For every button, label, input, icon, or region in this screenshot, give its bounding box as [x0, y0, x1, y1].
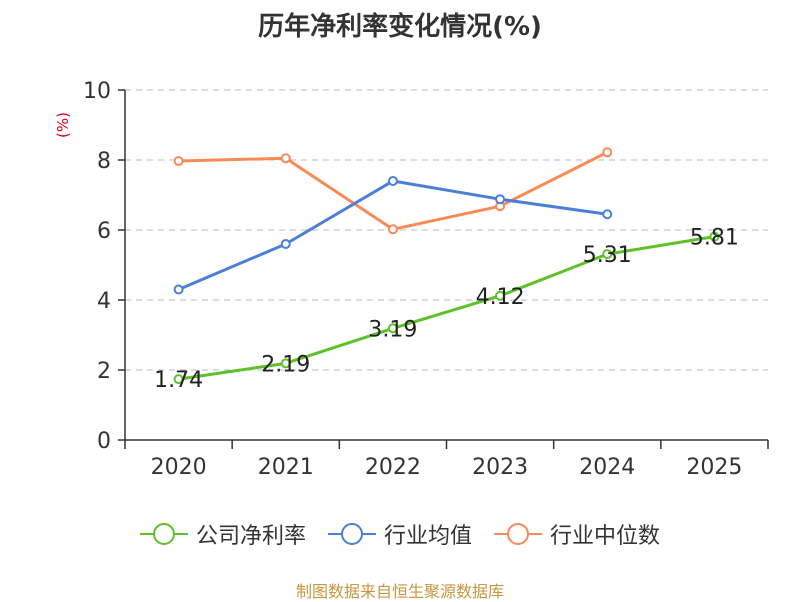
- data-point: [387, 323, 398, 334]
- source-note: 制图数据来自恒生聚源数据库: [295, 582, 504, 601]
- y-axis-label: (%): [54, 112, 72, 138]
- data-label: 2.19: [261, 352, 310, 377]
- x-tick-label: 2021: [258, 455, 314, 480]
- series-line-0: [178, 235, 715, 381]
- legend-item[interactable]: 公司净利率: [139, 518, 306, 550]
- data-label: 4.12: [476, 285, 525, 310]
- chart-title: 历年净利率变化情况(%): [258, 12, 542, 42]
- y-tick-label: 2: [97, 359, 111, 384]
- y-tick-label: 6: [97, 219, 111, 244]
- legend-marker-icon: [139, 523, 188, 545]
- series-lines: [173, 147, 720, 385]
- legend-label: 行业中位数: [550, 524, 661, 549]
- data-point: [602, 147, 613, 158]
- data-point: [602, 249, 613, 260]
- legend-label: 公司净利率: [195, 524, 306, 549]
- data-point: [602, 209, 613, 220]
- data-label: 5.31: [583, 243, 632, 268]
- data-point: [495, 194, 506, 205]
- y-tick-label: 0: [97, 429, 111, 454]
- data-point: [280, 358, 291, 369]
- series-line-2: [178, 150, 608, 231]
- x-tick-label: 2022: [365, 455, 421, 480]
- legend-item[interactable]: 行业均值: [327, 518, 472, 550]
- data-point: [173, 374, 184, 385]
- data-point: [173, 156, 184, 167]
- data-point: [280, 239, 291, 249]
- legend-marker-icon: [327, 523, 376, 545]
- data-point: [173, 284, 184, 295]
- data-point: [387, 176, 398, 186]
- x-tick-label: 2023: [472, 455, 528, 480]
- legend-item[interactable]: 行业中位数: [494, 518, 660, 550]
- x-tick-label: 2025: [686, 455, 742, 480]
- data-labels: 1.74 2.19 3.19 4.12 5.31 5.81: [154, 226, 739, 393]
- grid-lines: [125, 89, 768, 371]
- x-tick-label: 2020: [151, 455, 207, 480]
- series-line-1: [177, 179, 608, 291]
- axes: 0 2 4 6 8 10 2020 2021 2022 2023 2024 2025: [83, 79, 769, 480]
- legend-marker-icon: [494, 523, 542, 545]
- legend: 公司净利率 行业均值 行业中位数: [0, 518, 800, 550]
- y-tick-label: 4: [97, 289, 111, 314]
- data-point: [280, 153, 291, 164]
- data-point: [387, 224, 398, 235]
- data-point: [709, 231, 720, 242]
- data-label: 3.19: [368, 317, 417, 342]
- legend-label: 行业均值: [383, 524, 472, 549]
- data-label: 1.74: [154, 368, 203, 393]
- data-label: 5.81: [690, 226, 739, 251]
- data-point: [495, 290, 506, 301]
- y-tick-label: 8: [97, 149, 111, 174]
- x-tick-label: 2024: [579, 455, 635, 480]
- y-tick-label: 10: [83, 79, 111, 104]
